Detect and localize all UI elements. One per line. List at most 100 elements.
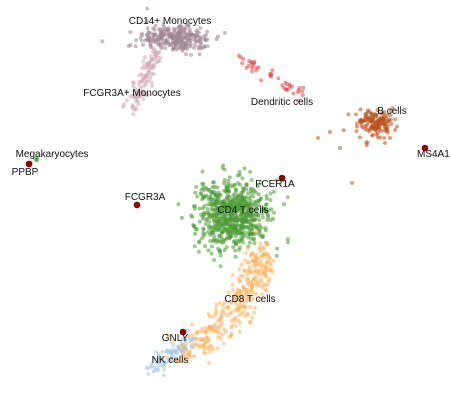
dendritic-cells-cell-point (280, 83, 285, 88)
cd4-t-cells-cell-point (215, 225, 219, 230)
b-cells-cell-point (366, 108, 371, 113)
dendritic-cells-cell-point (247, 59, 252, 63)
cd4-t-cells-cell-point (222, 181, 227, 186)
cd8-t-cells-cell-point (265, 242, 270, 246)
cd8-t-cells-cell-point (216, 319, 221, 323)
fcgr3a-monocytes-cell-point (141, 97, 146, 102)
cd4-t-cells-cell-point (246, 224, 251, 229)
cd8-t-cells-cell-point (238, 320, 242, 325)
nk-cells-cell-point (191, 336, 196, 341)
fcgr3a-monocytes-cell-point (136, 82, 141, 87)
fcgr3a-monocytes-cell-point (141, 84, 145, 89)
cd8-t-cells-cell-point (248, 319, 253, 324)
cd8-t-cells-cell-point (264, 251, 269, 256)
cd4-t-cells-cell-point (268, 191, 273, 196)
fcgr3a-monocytes-cell-point (124, 89, 129, 94)
cd4-t-cells-cell-point (248, 236, 253, 241)
cd4-t-cells-cell-point (205, 187, 210, 192)
cd4-t-cells-cell-point (206, 248, 211, 253)
cd14-monocytes-cell-point (158, 37, 163, 42)
cd4-t-cells-cell-point (269, 207, 274, 212)
cd4-t-cells-cell-point (201, 227, 206, 232)
cd14-monocytes-cell-point (155, 36, 160, 41)
cd4-t-cells-cell-point (253, 208, 258, 212)
cd8-t-cells-cell-point (256, 278, 260, 283)
cd4-t-cells-cell-point (248, 169, 253, 174)
cd8-t-cells-cell-point (217, 325, 222, 330)
cd4-t-cells-cell-point (247, 206, 251, 211)
gene-label-fcer1a: FCER1A (255, 179, 295, 190)
b-cells-cell-point (385, 118, 390, 123)
cd14-monocytes-cell-point (145, 26, 150, 31)
cd4-t-cells-cell-point (251, 236, 256, 241)
dendritic-cells-cell-point (296, 90, 301, 95)
cd8-t-cells-cell-point (268, 263, 273, 268)
b-cells-cell-point (350, 181, 354, 185)
cd8-t-cells-cell-point (212, 327, 217, 332)
b-cells-cell-point (377, 124, 382, 129)
cd8-t-cells-cell-point (245, 260, 250, 265)
cd4-t-cells-cell-point (207, 220, 212, 224)
cd4-t-cells-cell-point (265, 213, 270, 218)
cluster-label-cd14-monocytes: CD14+ Monocytes (129, 16, 212, 27)
cd4-t-cells-cell-point (234, 198, 239, 203)
cd4-t-cells-cell-point (221, 214, 226, 219)
cd8-t-cells-cell-point (253, 305, 257, 310)
fcgr3a-monocytes-cell-point (146, 70, 151, 75)
nk-cells-cell-point (148, 364, 153, 369)
cd4-t-cells-cell-point (251, 187, 255, 192)
cd8-t-cells-cell-point (234, 323, 238, 328)
cd8-t-cells-cell-point (259, 259, 264, 263)
megakaryocytes-cell-point (35, 155, 40, 160)
cd4-t-cells-cell-point (234, 231, 239, 235)
nk-cells-cell-point (156, 360, 161, 365)
cluster-label-nk-cells: NK cells (152, 355, 189, 366)
cd8-t-cells-cell-point (203, 325, 208, 330)
cd4-t-cells-cell-point (260, 215, 265, 220)
cd8-t-cells-cell-point (256, 271, 261, 276)
fcgr3a-monocytes-cell-point (130, 93, 135, 98)
cd4-t-cells-cell-point (208, 239, 213, 243)
cd14-monocytes-cell-point (185, 38, 190, 43)
cd4-t-cells-cell-point (268, 198, 273, 202)
cd14-monocytes-cell-point (168, 42, 173, 47)
cd14-monocytes-cell-point (161, 22, 166, 27)
dendritic-cells-cell-point (250, 69, 255, 74)
b-cells-cell-point (384, 115, 389, 120)
cd4-t-cells-cell-point (206, 212, 211, 217)
cd8-t-cells-cell-point (249, 280, 254, 285)
cd8-t-cells-cell-point (199, 329, 204, 334)
cd8-t-cells-cell-point (226, 304, 230, 309)
dendritic-cells-cell-point (297, 85, 302, 90)
cd4-t-cells-cell-point (238, 182, 243, 187)
b-cells-cell-point (389, 121, 394, 126)
cd14-monocytes-cell-point (184, 52, 188, 57)
fcgr3a-monocytes-cell-point (148, 75, 153, 80)
cd4-t-cells-cell-point (240, 190, 245, 195)
cd4-t-cells-cell-point (218, 208, 222, 213)
cd14-monocytes-cell-point (194, 28, 199, 33)
gene-marker-fcer1a (278, 174, 286, 182)
fcgr3a-monocytes-cell-point (145, 93, 150, 98)
cd8-t-cells-cell-point (252, 263, 257, 268)
b-cells-cell-point (370, 132, 375, 137)
cd14-monocytes-cell-point (176, 34, 181, 39)
cd4-t-cells-cell-point (200, 197, 205, 202)
fcgr3a-monocytes-cell-point (153, 53, 157, 57)
cd4-t-cells-cell-point (238, 230, 243, 235)
cd8-t-cells-cell-point (230, 288, 235, 293)
cd8-t-cells-cell-point (248, 304, 252, 309)
cd4-t-cells-cell-point (211, 180, 215, 185)
b-cells-cell-point (354, 129, 359, 134)
gene-label-ms4a1: MS4A1 (417, 149, 450, 160)
cd4-t-cells-cell-point (228, 234, 233, 239)
cd4-t-cells-cell-point (210, 204, 215, 208)
cd4-t-cells-cell-point (200, 181, 205, 186)
cd4-t-cells-cell-point (209, 229, 214, 234)
cd14-monocytes-cell-point (174, 42, 179, 47)
cd4-t-cells-cell-point (201, 206, 206, 211)
cd8-t-cells-cell-point (198, 338, 203, 343)
cd8-t-cells-cell-point (243, 251, 248, 256)
cd8-t-cells-cell-point (256, 268, 261, 273)
cd4-t-cells-cell-point (243, 230, 248, 235)
